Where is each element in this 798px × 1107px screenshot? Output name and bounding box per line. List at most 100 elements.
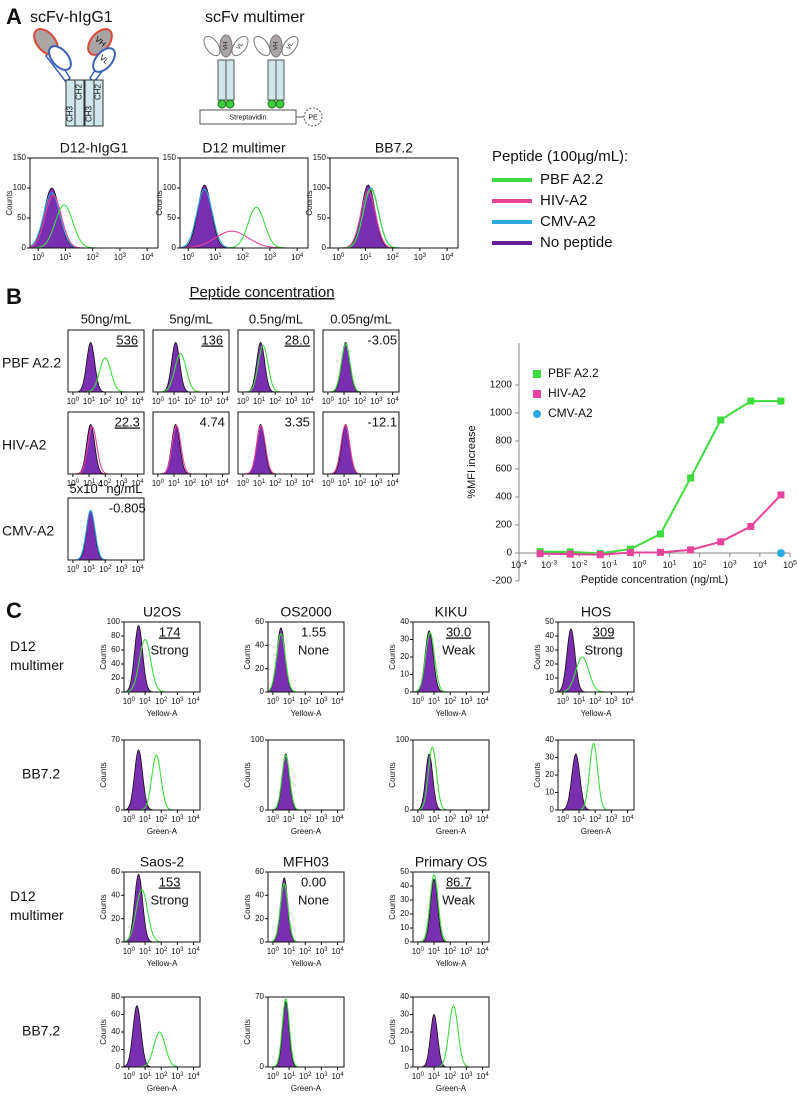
- legend-label: HIV-A2: [540, 192, 588, 209]
- y-tick-label: 0: [172, 243, 177, 252]
- tick-base: 10: [412, 947, 421, 956]
- x-tick-label: 104: [331, 696, 344, 706]
- multimer-diagram: VH VL VH VL Streptavidin PE: [199, 34, 323, 127]
- tick-exp: 3: [469, 814, 473, 820]
- legend-label: HIV-A2: [548, 386, 586, 400]
- histogram-curve: [323, 423, 399, 475]
- tick-base: 10: [428, 947, 437, 956]
- histogram-curve: [268, 753, 344, 811]
- column-label: 0.05ng/mL: [330, 311, 391, 326]
- x-tick-label: 101: [283, 1071, 296, 1081]
- tick-base: 10: [267, 1072, 276, 1081]
- column-label: 5ng/mL: [169, 311, 212, 326]
- x-tick-label: 100: [557, 696, 570, 706]
- y-tick-label: 0: [405, 687, 410, 696]
- x-tick-label: 102: [299, 1071, 312, 1081]
- histogram-title: BB7.2: [375, 140, 413, 156]
- y-tick-label: 40: [255, 890, 264, 899]
- x-tick-label: 102: [87, 252, 100, 262]
- y-tick-label: 50: [17, 213, 26, 222]
- tick-exp: 3: [469, 946, 473, 952]
- histogram-title: U2OS: [143, 604, 181, 620]
- tick-base: 10: [152, 479, 161, 488]
- tick-base: 10: [315, 947, 324, 956]
- histogram-curve: [123, 749, 200, 811]
- y-tick-label: 80: [111, 631, 120, 640]
- tick-exp: 0: [421, 696, 425, 702]
- x-axis-label: Green-A: [291, 827, 322, 836]
- y-tick-label: 30: [545, 645, 554, 654]
- diagram-title: scFv multimer: [205, 9, 305, 26]
- label-base: 5x10: [70, 481, 98, 496]
- y-tick-label: 10: [400, 670, 409, 679]
- x-tick-label: 101: [139, 696, 152, 706]
- tick-base: 10: [460, 815, 469, 824]
- x-tick-label: 100: [332, 252, 345, 262]
- x-tick-label: 102: [589, 696, 602, 706]
- y-tick-label: 40: [400, 992, 409, 1001]
- x-tick-label: 104: [621, 814, 634, 824]
- row-label: PBF A2.2: [2, 355, 61, 371]
- row-label: HIV-A2: [2, 437, 47, 453]
- tick-exp: 0: [643, 559, 647, 566]
- tick-base: 10: [115, 397, 124, 406]
- marker: [687, 474, 695, 482]
- y-tick-label: 20: [111, 1045, 120, 1054]
- y-tick-label: 100: [13, 183, 27, 192]
- x-tick-label: 100: [267, 946, 280, 956]
- x-tick-label: 101: [283, 814, 296, 824]
- x-tick-label: 100: [322, 396, 335, 406]
- tick-base: 10: [285, 397, 294, 406]
- tick-exp: 4: [140, 478, 144, 484]
- x-tick-label: 100: [267, 814, 280, 824]
- tick-exp: 1: [148, 696, 152, 702]
- y-tick-label: 50: [317, 213, 326, 222]
- y-tick-label: 30: [400, 1010, 409, 1019]
- label-exp: 4: [98, 479, 103, 489]
- tick-exp: 0: [421, 814, 425, 820]
- ch-domain: [275, 59, 285, 101]
- tick-exp: 1: [218, 252, 222, 258]
- x-axis-label: Peptide concentration (ng/mL): [581, 574, 728, 586]
- tick-base: 10: [299, 815, 308, 824]
- x-tick-label: 104: [291, 252, 304, 262]
- x-axis-label: Yellow-A: [147, 959, 178, 968]
- y-tick-label: 80: [111, 992, 120, 1001]
- tick-exp: 1: [437, 1071, 441, 1077]
- tick-exp: 1: [92, 564, 96, 570]
- x-tick-label: 102: [444, 814, 457, 824]
- binding-grade: Strong: [150, 892, 188, 907]
- x-tick-label: 104: [131, 396, 144, 406]
- x-tick-label: 101: [139, 1071, 152, 1081]
- tick-exp: 0: [76, 478, 80, 484]
- histogram-curve: [153, 353, 229, 393]
- tick-exp: 4: [630, 696, 634, 702]
- tick-exp: 0: [161, 478, 165, 484]
- tick-base: 10: [152, 397, 161, 406]
- x-tick-label: 100: [32, 252, 45, 262]
- vl-domain: [281, 35, 299, 57]
- x-tick-label: 101: [428, 946, 441, 956]
- histogram-curve: [330, 190, 458, 249]
- tick-exp: 2: [278, 478, 282, 484]
- tick-base: 10: [315, 697, 324, 706]
- x-tick-label: 103: [315, 946, 328, 956]
- tick-base: 10: [171, 815, 180, 824]
- tick-base: 10: [573, 815, 582, 824]
- tick-base: 10: [299, 697, 308, 706]
- tick-exp: 3: [124, 564, 128, 570]
- tick-base: 10: [444, 947, 453, 956]
- y-tick-label: 40: [255, 640, 264, 649]
- marker: [777, 491, 785, 499]
- y-tick-label: 0: [506, 548, 512, 559]
- x-tick-label: 100: [123, 814, 136, 824]
- tick-base: 10: [386, 397, 395, 406]
- histogram-title: Primary OS: [415, 854, 487, 870]
- vh-domain: [269, 34, 283, 58]
- tick-exp: 1: [437, 814, 441, 820]
- histogram-curve: [323, 343, 399, 393]
- histogram-curve: [413, 1005, 489, 1068]
- tick-exp: 1: [262, 396, 266, 402]
- x-tick-label: 101: [59, 252, 72, 262]
- x-tick-label: 104: [187, 1071, 200, 1081]
